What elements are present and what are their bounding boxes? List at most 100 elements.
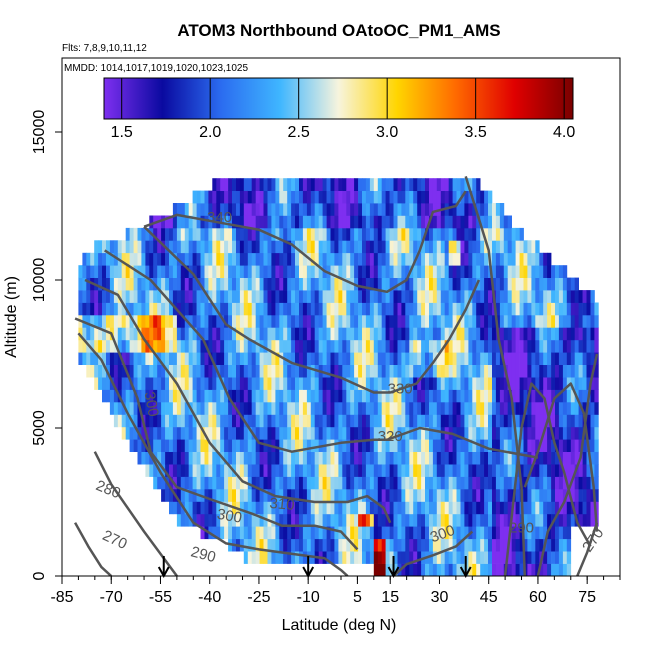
heatmap-cell bbox=[283, 402, 288, 415]
heatmap-cell bbox=[385, 476, 390, 490]
heatmap-cell bbox=[243, 501, 249, 515]
heatmap-cell bbox=[342, 513, 347, 527]
heatmap-cell bbox=[381, 252, 386, 266]
heatmap-cell bbox=[448, 414, 453, 428]
heatmap-cell bbox=[582, 302, 587, 316]
heatmap-cell bbox=[401, 513, 406, 527]
heatmap-cell bbox=[192, 240, 197, 254]
heatmap-cell bbox=[452, 489, 457, 502]
heatmap-cell bbox=[495, 439, 501, 452]
heatmap-cell bbox=[436, 265, 442, 278]
heatmap-cell bbox=[267, 538, 272, 552]
heatmap-cell bbox=[267, 302, 272, 316]
heatmap-cell bbox=[169, 377, 174, 390]
heatmap-cell bbox=[492, 538, 497, 552]
heatmap-cell bbox=[299, 277, 304, 291]
y-tick-label: 5000 bbox=[31, 410, 48, 446]
heatmap-cell bbox=[527, 501, 532, 515]
heatmap-cell bbox=[279, 364, 284, 378]
heatmap-cell bbox=[176, 240, 182, 254]
heatmap-cell bbox=[452, 215, 457, 229]
heatmap-cell bbox=[570, 439, 576, 452]
heatmap-cell bbox=[220, 414, 225, 428]
heatmap-cell bbox=[216, 252, 221, 266]
heatmap-cell bbox=[413, 339, 418, 353]
heatmap-cell bbox=[460, 489, 465, 502]
heatmap-cell bbox=[247, 513, 253, 527]
heatmap-cell bbox=[236, 402, 241, 415]
heatmap-cell bbox=[310, 339, 316, 353]
heatmap-cell bbox=[590, 439, 595, 452]
heatmap-cell bbox=[586, 501, 591, 515]
heatmap-cell bbox=[413, 277, 418, 291]
heatmap-cell bbox=[82, 302, 87, 316]
heatmap-cell bbox=[267, 352, 272, 365]
heatmap-cell bbox=[531, 252, 536, 266]
heatmap-cell bbox=[145, 252, 150, 266]
heatmap-cell bbox=[472, 563, 477, 576]
heatmap-cell bbox=[306, 377, 312, 390]
heatmap-cell bbox=[393, 563, 398, 576]
heatmap-cell bbox=[523, 314, 528, 328]
heatmap-cell bbox=[212, 203, 217, 216]
heatmap-cell bbox=[429, 426, 434, 440]
heatmap-cell bbox=[385, 203, 390, 216]
heatmap-cell bbox=[279, 203, 284, 216]
heatmap-cell bbox=[381, 426, 386, 440]
heatmap-cell bbox=[322, 389, 327, 403]
heatmap-cell bbox=[295, 227, 300, 241]
heatmap-cell bbox=[212, 339, 217, 353]
heatmap-cell bbox=[523, 451, 528, 465]
heatmap-cell bbox=[161, 451, 166, 465]
heatmap-cell bbox=[425, 190, 430, 204]
heatmap-cell bbox=[527, 489, 532, 502]
heatmap-cell bbox=[381, 314, 386, 328]
heatmap-cell bbox=[299, 352, 304, 365]
heatmap-cell bbox=[562, 364, 568, 378]
heatmap-cell bbox=[287, 414, 292, 428]
heatmap-cell bbox=[448, 563, 453, 576]
heatmap-cell bbox=[259, 352, 264, 365]
heatmap-cell bbox=[405, 302, 410, 316]
heatmap-cell bbox=[555, 451, 560, 465]
heatmap-cell bbox=[393, 265, 398, 278]
heatmap-cell bbox=[425, 302, 430, 316]
heatmap-cell bbox=[267, 190, 272, 204]
heatmap-cell bbox=[228, 526, 233, 540]
heatmap-cell bbox=[440, 178, 446, 191]
heatmap-cell bbox=[204, 501, 209, 515]
heatmap-cell bbox=[216, 265, 221, 278]
heatmap-cell bbox=[283, 227, 288, 241]
heatmap-cell bbox=[208, 501, 213, 515]
heatmap-cell bbox=[338, 364, 343, 378]
heatmap-cell bbox=[558, 377, 564, 390]
heatmap-cell bbox=[432, 227, 438, 241]
heatmap-cell bbox=[236, 439, 241, 452]
heatmap-cell bbox=[188, 227, 193, 241]
heatmap-cell bbox=[456, 364, 461, 378]
heatmap-cell bbox=[90, 352, 95, 365]
heatmap-cell bbox=[369, 352, 375, 365]
heatmap-cell bbox=[354, 327, 359, 341]
heatmap-cell bbox=[157, 327, 162, 341]
heatmap-cell bbox=[216, 439, 221, 452]
heatmap-cell bbox=[192, 290, 197, 303]
heatmap-cell bbox=[212, 526, 217, 540]
heatmap-cell bbox=[247, 178, 253, 191]
heatmap-cell bbox=[271, 513, 276, 527]
heatmap-cell bbox=[468, 426, 473, 440]
heatmap-cell bbox=[535, 538, 540, 552]
heatmap-cell bbox=[523, 513, 528, 527]
heatmap-cell bbox=[464, 526, 469, 540]
heatmap-cell bbox=[251, 339, 256, 353]
heatmap-cell bbox=[562, 377, 568, 390]
heatmap-cell bbox=[405, 364, 410, 378]
heatmap-cell bbox=[125, 364, 130, 378]
heatmap-cell bbox=[342, 426, 347, 440]
heatmap-cell bbox=[511, 227, 516, 241]
heatmap-cell bbox=[113, 352, 119, 365]
heatmap-cell bbox=[452, 277, 457, 291]
heatmap-cell bbox=[322, 352, 327, 365]
heatmap-cell bbox=[314, 265, 319, 278]
heatmap-cell bbox=[460, 290, 465, 303]
